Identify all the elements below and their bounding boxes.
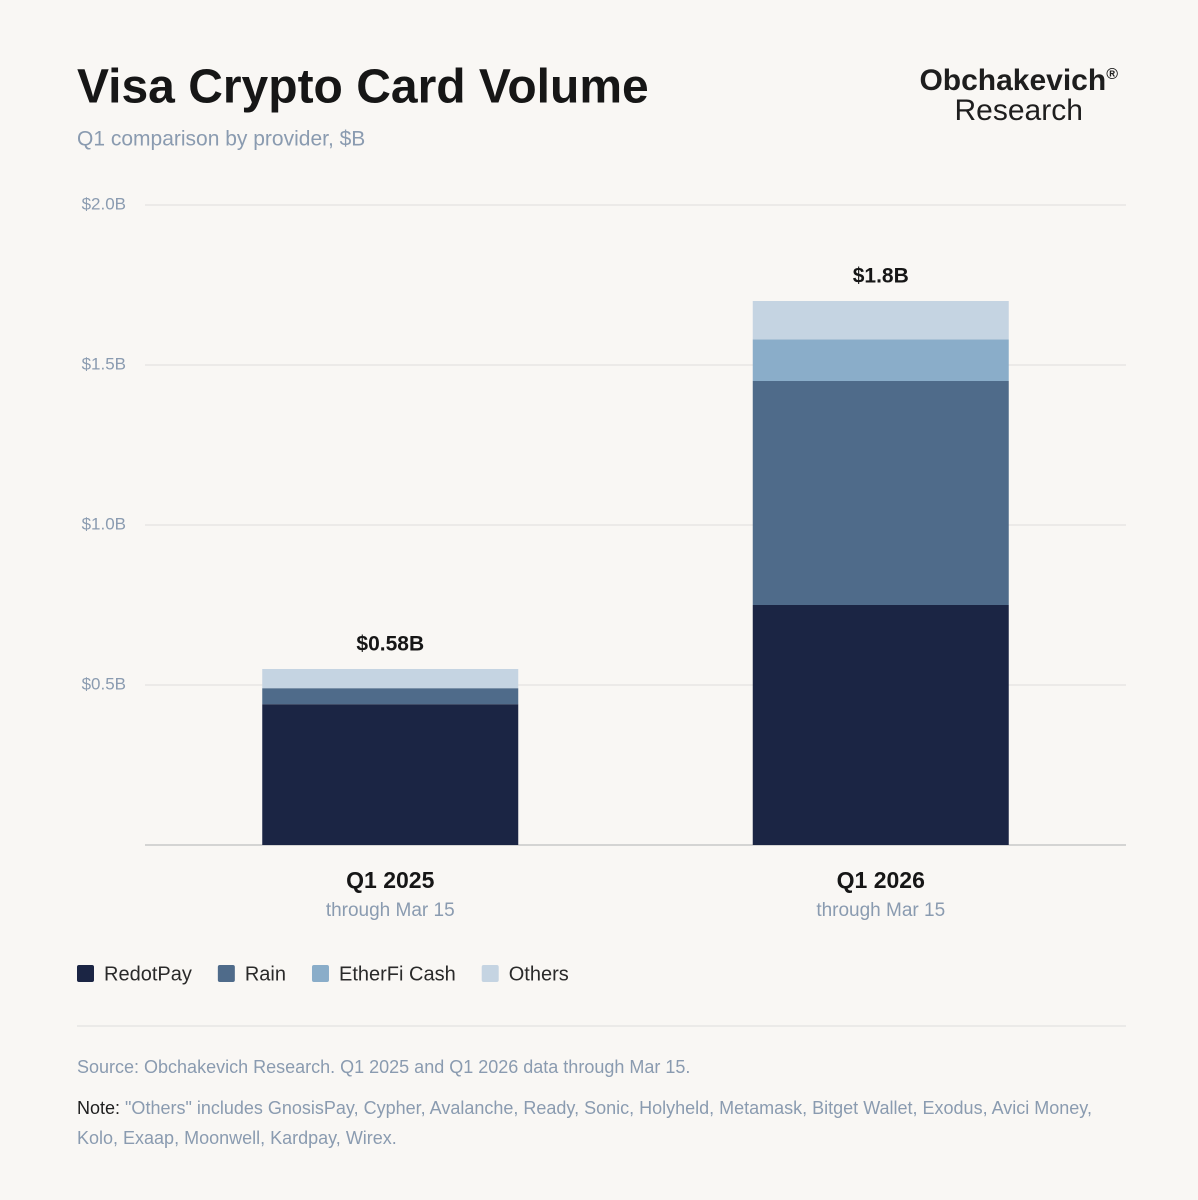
brand-name: Obchakevich	[919, 64, 1107, 97]
brand-mark: ®	[1106, 66, 1118, 83]
legend-label: RedotPay	[104, 963, 192, 985]
chart-title: Visa Crypto Card Volume	[77, 61, 649, 114]
y-tick-label: $0.5B	[82, 674, 126, 693]
brand-line2: Research	[954, 94, 1083, 127]
x-tick-label: Q1 2025	[346, 867, 434, 893]
category-note: through Mar 15	[816, 900, 945, 921]
legend-swatch	[481, 965, 499, 982]
y-tick-label: $2.0B	[82, 194, 126, 213]
total-label: $1.8B	[853, 265, 909, 288]
legend-swatch	[217, 965, 235, 982]
legend-label: Rain	[245, 963, 286, 985]
logo-line: Obchakevich®	[919, 60, 1118, 96]
bar-segment	[752, 381, 1009, 605]
bar-segment	[262, 669, 519, 689]
source: Source: Obchakevich Research. Q1 2025 an…	[77, 1057, 691, 1077]
bar-segment	[752, 339, 1009, 381]
legend-swatch	[311, 965, 329, 982]
x-tick-label: Q1 2026	[837, 867, 925, 893]
y-tick-label: $1.5B	[82, 354, 126, 373]
total-label: $0.58B	[356, 633, 424, 656]
note-text: "Others" includes GnosisPay, Cypher, Ava…	[77, 1098, 1092, 1148]
bar-segment	[262, 688, 519, 705]
note: Note: "Others" includes GnosisPay, Cyphe…	[77, 1093, 1107, 1153]
chart: Visa Crypto Card Volume Q1 comparison by…	[77, 61, 1126, 1027]
bar-segment	[752, 301, 1009, 340]
legend-label: EtherFi Cash	[339, 963, 456, 985]
bar-segment	[262, 704, 519, 845]
bar-segment	[752, 605, 1009, 845]
note-label: Note:	[77, 1098, 121, 1118]
chart-subtitle: Q1 comparison by provider, $B	[77, 128, 365, 151]
logo: Obchakevich® Research	[919, 60, 1118, 126]
y-tick-label: $1.0B	[82, 514, 126, 533]
legend-label: Others	[509, 963, 569, 985]
category-note: through Mar 15	[326, 900, 455, 921]
legend-swatch	[77, 965, 94, 982]
